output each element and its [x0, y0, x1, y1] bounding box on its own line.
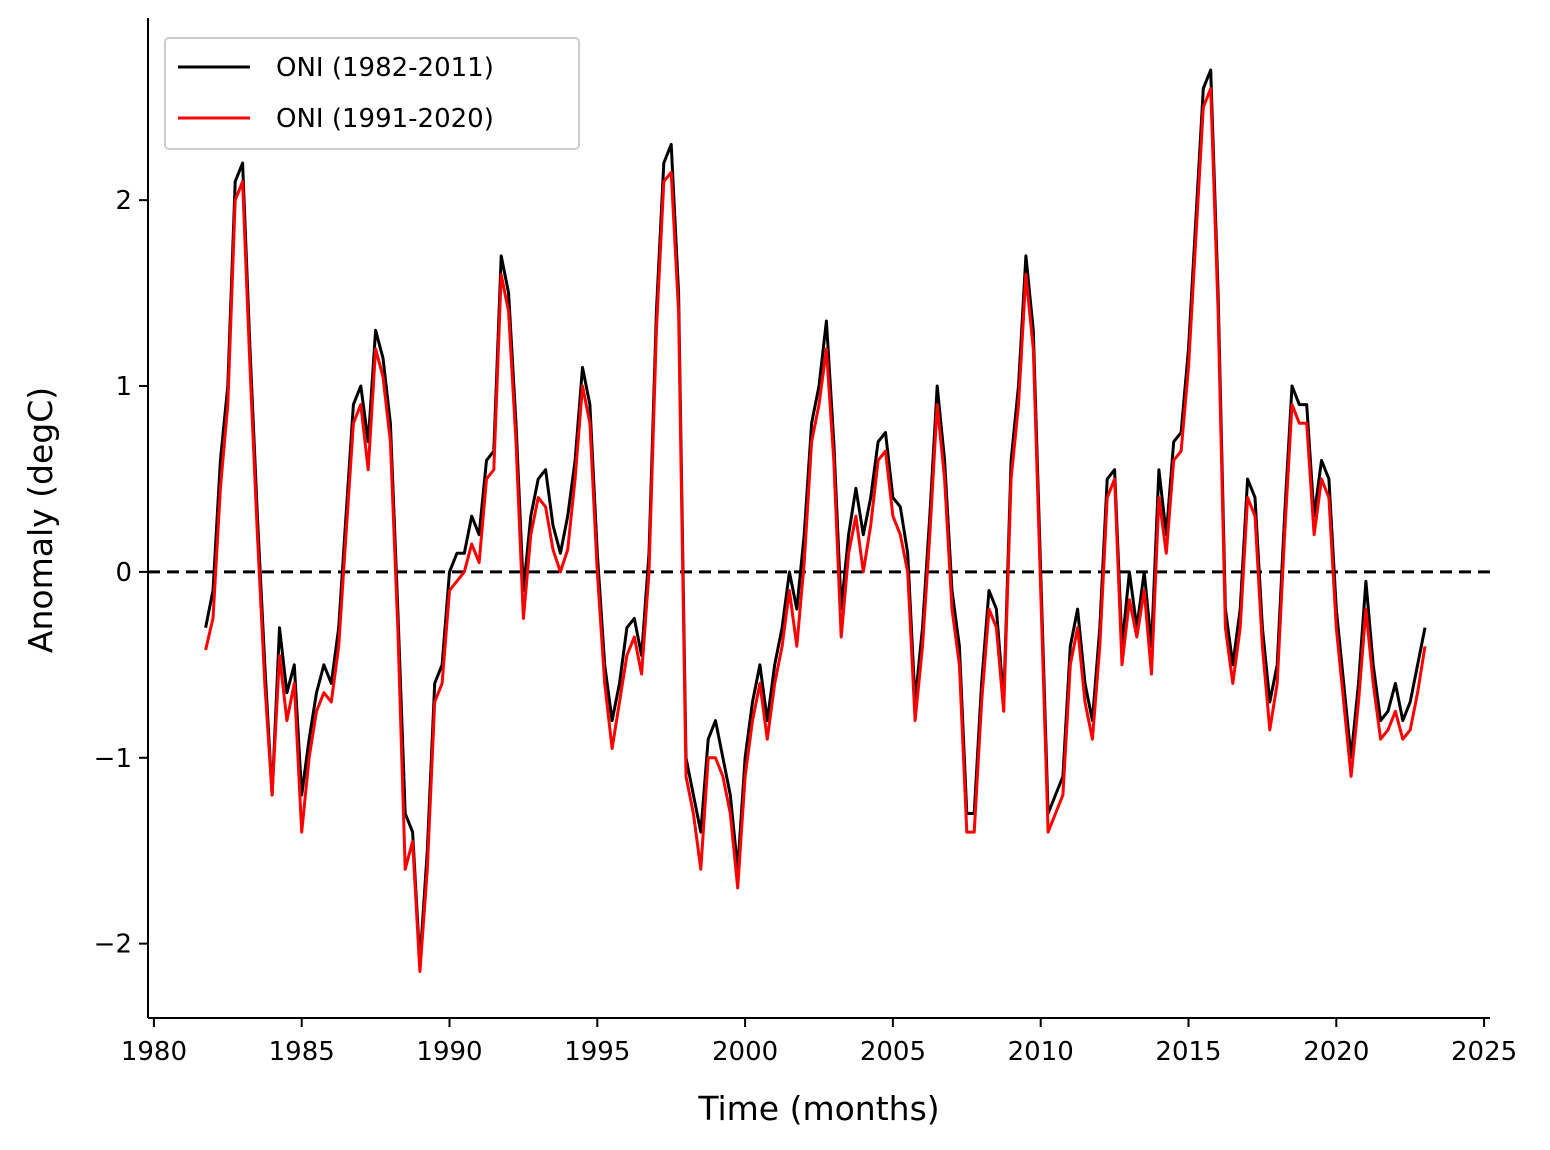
x-tick-label: 1980 [121, 1037, 187, 1067]
y-tick-label: −2 [94, 930, 132, 960]
y-tick-label: 2 [115, 186, 132, 216]
x-axis-title: Time (months) [697, 1089, 939, 1128]
x-tick-label: 2025 [1451, 1037, 1517, 1067]
legend-label-1991-2020: ONI (1991-2020) [276, 104, 494, 134]
x-tick-label: 1990 [416, 1037, 482, 1067]
series-lines [204, 68, 1427, 973]
series-line-1991-2020 [204, 87, 1427, 973]
x-tick-label: 2000 [712, 1037, 778, 1067]
x-tick-label: 1985 [269, 1037, 335, 1067]
series-line-1982-2011 [204, 68, 1427, 964]
y-tick-label: 1 [115, 372, 132, 402]
y-ticks: −2 −1 0 1 2 [94, 186, 148, 960]
x-tick-label: 1995 [564, 1037, 630, 1067]
y-axis-title: Anomaly (degC) [21, 387, 60, 653]
x-ticks: 1980 1985 1990 1995 2000 2005 2010 2015 2020 2025 [121, 1018, 1517, 1067]
y-tick-label: −1 [94, 744, 132, 774]
x-tick-label: 2010 [1008, 1037, 1074, 1067]
x-tick-label: 2005 [860, 1037, 926, 1067]
y-tick-label: 0 [115, 558, 132, 588]
x-tick-label: 2020 [1303, 1037, 1369, 1067]
legend: ONI (1982-2011) ONI (1991-2020) [164, 37, 580, 150]
axes [147, 18, 1490, 1019]
x-tick-label: 2015 [1155, 1037, 1221, 1067]
legend-label-1982-2011: ONI (1982-2011) [276, 53, 494, 83]
legend-frame [164, 37, 580, 150]
